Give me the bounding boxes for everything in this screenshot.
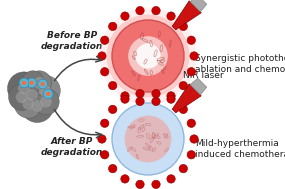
Circle shape bbox=[22, 71, 44, 93]
Polygon shape bbox=[190, 78, 207, 95]
Circle shape bbox=[18, 82, 30, 94]
Circle shape bbox=[187, 67, 196, 76]
Circle shape bbox=[121, 175, 129, 183]
Circle shape bbox=[26, 89, 38, 101]
Circle shape bbox=[135, 43, 161, 69]
Circle shape bbox=[112, 103, 184, 175]
Circle shape bbox=[167, 95, 175, 103]
Circle shape bbox=[101, 67, 109, 76]
Circle shape bbox=[16, 91, 28, 103]
Circle shape bbox=[14, 90, 43, 118]
Circle shape bbox=[112, 20, 184, 92]
Circle shape bbox=[27, 78, 36, 88]
Polygon shape bbox=[172, 1, 201, 30]
Circle shape bbox=[152, 180, 160, 189]
Circle shape bbox=[125, 116, 171, 162]
Circle shape bbox=[40, 95, 52, 108]
Circle shape bbox=[187, 36, 196, 44]
Circle shape bbox=[187, 151, 196, 159]
Circle shape bbox=[7, 72, 40, 105]
Circle shape bbox=[40, 82, 45, 86]
Circle shape bbox=[21, 90, 54, 122]
Circle shape bbox=[39, 84, 51, 97]
Circle shape bbox=[187, 119, 196, 127]
Polygon shape bbox=[190, 0, 207, 12]
Circle shape bbox=[33, 88, 59, 115]
Circle shape bbox=[167, 92, 175, 100]
Circle shape bbox=[22, 81, 26, 85]
Circle shape bbox=[30, 81, 34, 85]
Circle shape bbox=[179, 81, 188, 90]
Circle shape bbox=[101, 119, 109, 127]
Circle shape bbox=[152, 6, 160, 15]
Circle shape bbox=[107, 15, 190, 97]
Circle shape bbox=[9, 84, 35, 110]
Circle shape bbox=[136, 6, 144, 15]
Circle shape bbox=[136, 97, 144, 106]
Text: Synergistic photothermal
ablation and chemotherapy: Synergistic photothermal ablation and ch… bbox=[195, 54, 285, 74]
Circle shape bbox=[121, 95, 129, 103]
Circle shape bbox=[179, 105, 188, 114]
Text: Mild-hyperthermia
induced chemotherapy: Mild-hyperthermia induced chemotherapy bbox=[195, 139, 285, 159]
Circle shape bbox=[27, 71, 52, 95]
Circle shape bbox=[19, 78, 29, 88]
Circle shape bbox=[190, 135, 198, 143]
Circle shape bbox=[136, 89, 144, 98]
Circle shape bbox=[167, 12, 175, 20]
Circle shape bbox=[30, 75, 60, 106]
Circle shape bbox=[152, 89, 160, 98]
Circle shape bbox=[22, 98, 34, 110]
Circle shape bbox=[190, 52, 198, 60]
Circle shape bbox=[136, 180, 144, 189]
Circle shape bbox=[128, 36, 168, 76]
Circle shape bbox=[121, 92, 129, 100]
Circle shape bbox=[46, 92, 50, 96]
Circle shape bbox=[152, 97, 160, 106]
Circle shape bbox=[179, 164, 188, 173]
Circle shape bbox=[109, 164, 117, 173]
Circle shape bbox=[98, 52, 106, 60]
Circle shape bbox=[31, 100, 43, 112]
Polygon shape bbox=[172, 84, 201, 113]
Circle shape bbox=[109, 81, 117, 90]
Circle shape bbox=[109, 22, 117, 31]
Circle shape bbox=[43, 89, 53, 99]
Circle shape bbox=[13, 73, 57, 117]
Circle shape bbox=[101, 36, 109, 44]
Text: Before BP
degradation: Before BP degradation bbox=[41, 31, 103, 51]
Circle shape bbox=[38, 79, 48, 89]
Circle shape bbox=[33, 77, 46, 89]
Text: After BP
degradation: After BP degradation bbox=[41, 137, 103, 157]
Circle shape bbox=[101, 151, 109, 159]
Circle shape bbox=[167, 175, 175, 183]
Circle shape bbox=[109, 105, 117, 114]
Circle shape bbox=[98, 135, 106, 143]
Circle shape bbox=[179, 22, 188, 31]
Circle shape bbox=[99, 7, 197, 105]
Circle shape bbox=[121, 12, 129, 20]
Text: NIR laser: NIR laser bbox=[183, 71, 223, 81]
